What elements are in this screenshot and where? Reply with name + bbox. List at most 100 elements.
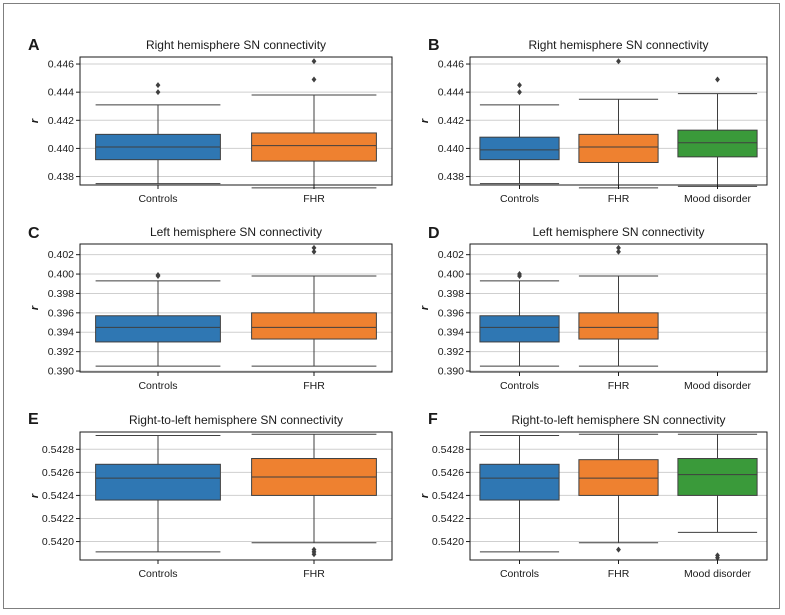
outlier-point — [311, 551, 317, 558]
panel-letter: B — [428, 37, 440, 54]
y-tick-label: 0.5426 — [432, 467, 464, 479]
y-tick-label: 0.440 — [438, 143, 464, 155]
outlier-point — [616, 248, 621, 255]
x-tick-label: FHR — [608, 568, 630, 580]
x-tick-label: Mood disorder — [684, 568, 752, 580]
y-tick-label: 0.392 — [438, 346, 464, 358]
y-tick-label: 0.438 — [438, 171, 464, 183]
iqr-box — [578, 312, 659, 340]
y-axis-label: r — [419, 493, 431, 498]
y-tick-label: 0.444 — [438, 87, 464, 99]
y-axis-label: r — [29, 305, 41, 310]
x-tick-label: Controls — [138, 568, 177, 580]
y-tick-label: 0.5422 — [432, 513, 464, 525]
panel-letter: E — [28, 411, 39, 428]
outlier-point — [517, 89, 522, 96]
y-tick-label: 0.444 — [48, 87, 74, 99]
iqr-box — [677, 458, 758, 496]
y-axis-label: r — [419, 305, 431, 310]
box-mood-disorder — [677, 433, 758, 561]
panel-title: Left hemisphere SN connectivity — [150, 225, 322, 239]
panel-b: 0.438 0.440 0.442 0.444 0.446 Controls FHR Mood… — [419, 37, 768, 205]
iqr-box — [578, 459, 659, 496]
y-tick-label: 0.396 — [438, 307, 464, 319]
y-tick-label: 0.446 — [438, 59, 464, 71]
box-controls — [479, 82, 560, 185]
outlier-point — [311, 58, 317, 65]
y-tick-label: 0.390 — [48, 366, 74, 378]
panel-title: Right-to-left hemisphere SN connectivity — [129, 413, 343, 427]
outlier-point — [155, 82, 161, 89]
iqr-box — [251, 312, 377, 340]
y-tick-label: 0.5428 — [432, 444, 464, 456]
panel-title: Left hemisphere SN connectivity — [532, 225, 704, 239]
outlier-point — [616, 546, 621, 553]
outlier-point — [155, 272, 161, 279]
y-tick-label: 0.5422 — [42, 513, 74, 525]
y-axis-label: r — [29, 118, 41, 123]
box-fhr — [578, 244, 659, 367]
y-tick-label: 0.5424 — [42, 490, 74, 502]
iqr-box — [479, 315, 560, 343]
y-tick-label: 0.442 — [438, 115, 464, 127]
box-controls — [95, 434, 221, 553]
panel-d: 0.390 0.392 0.394 0.396 0.398 0.400 0.402 Contr… — [419, 225, 768, 392]
y-tick-label: 0.398 — [438, 288, 464, 300]
box-fhr — [251, 244, 377, 367]
y-axis-label: r — [419, 118, 431, 123]
box-mood-disorder — [677, 76, 758, 187]
box-fhr — [578, 58, 659, 189]
iqr-box — [479, 463, 560, 501]
y-tick-label: 0.400 — [48, 269, 74, 281]
iqr-box — [578, 133, 659, 163]
x-tick-label: Controls — [500, 568, 539, 580]
axes-frame — [79, 431, 393, 561]
x-tick-label: Controls — [500, 380, 539, 392]
panel-f: 0.5420 0.5422 0.5424 0.5426 0.5428 Controls FH… — [419, 411, 768, 580]
y-tick-label: 0.394 — [48, 327, 74, 339]
axes-frame — [79, 243, 393, 373]
box-controls — [95, 272, 221, 367]
y-tick-label: 0.402 — [438, 249, 464, 261]
axes-frame — [79, 56, 393, 186]
outlier-point — [517, 271, 522, 278]
panel-title: Right-to-left hemisphere SN connectivity — [511, 413, 725, 427]
x-tick-label: Controls — [138, 380, 177, 392]
y-tick-label: 0.390 — [438, 366, 464, 378]
x-tick-label: Mood disorder — [684, 193, 752, 205]
y-tick-label: 0.5424 — [432, 490, 464, 502]
x-tick-label: Controls — [138, 193, 177, 205]
x-tick-label: Controls — [500, 193, 539, 205]
y-tick-label: 0.440 — [48, 143, 74, 155]
y-tick-label: 0.400 — [438, 269, 464, 281]
outlier-point — [311, 76, 317, 83]
y-tick-label: 0.5428 — [42, 444, 74, 456]
iqr-box — [251, 132, 377, 162]
iqr-box — [677, 129, 758, 158]
outlier-point — [715, 554, 720, 561]
box-fhr — [251, 58, 377, 189]
box-fhr — [578, 433, 659, 553]
box-controls — [479, 271, 560, 367]
x-tick-label: FHR — [608, 380, 630, 392]
iqr-box — [95, 463, 221, 501]
outlier-point — [616, 244, 621, 251]
y-tick-label: 0.398 — [48, 288, 74, 300]
y-tick-label: 0.446 — [48, 59, 74, 71]
panel-title: Right hemisphere SN connectivity — [528, 38, 708, 52]
panel-title: Right hemisphere SN connectivity — [146, 38, 326, 52]
x-tick-label: FHR — [303, 380, 325, 392]
outlier-point — [517, 82, 522, 89]
panel-a: 0.438 0.440 0.442 0.444 0.446 Controls FHR Righ… — [28, 37, 393, 205]
panel-letter: C — [28, 225, 40, 242]
x-tick-label: Mood disorder — [684, 380, 752, 392]
outlier-point — [616, 58, 621, 65]
y-tick-label: 0.402 — [48, 249, 74, 261]
panel-e: 0.5420 0.5422 0.5424 0.5426 0.5428 Controls FH… — [28, 411, 393, 580]
panel-letter: F — [428, 411, 438, 428]
outlier-point — [155, 89, 161, 96]
y-tick-label: 0.5426 — [42, 467, 74, 479]
panel-letter: D — [428, 225, 440, 242]
iqr-box — [95, 315, 221, 343]
